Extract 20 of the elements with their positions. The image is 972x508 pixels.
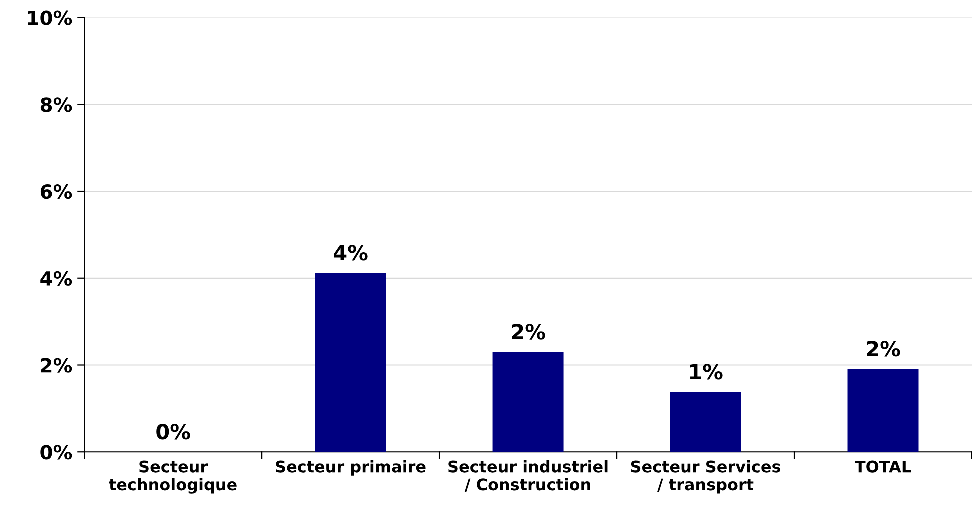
x-tick-label: Secteur industriel / Construction [448, 460, 608, 492]
y-tick-label: 2% [41, 358, 72, 373]
bar [848, 369, 919, 452]
y-tick-label: 6% [40, 184, 72, 200]
data-label: 0% [156, 424, 190, 440]
x-tick-label: Secteur primaire [276, 460, 426, 476]
y-tick-label: 10% [28, 10, 72, 26]
bar [670, 392, 742, 452]
bar [492, 352, 564, 452]
x-tick-label: Secteur technologique [109, 460, 237, 494]
x-tick-label: Secteur Services / transport [631, 460, 781, 494]
data-label: 2% [512, 324, 546, 340]
y-tick-label: 8% [40, 98, 72, 112]
data-label: 2% [867, 341, 900, 357]
bar [315, 273, 386, 452]
data-label: 1% [690, 364, 723, 380]
y-tick-label: 0% [40, 445, 72, 460]
data-label: 4% [334, 245, 368, 261]
y-tick-label: 4% [40, 271, 72, 286]
x-tick-label: TOTAL [855, 460, 912, 473]
